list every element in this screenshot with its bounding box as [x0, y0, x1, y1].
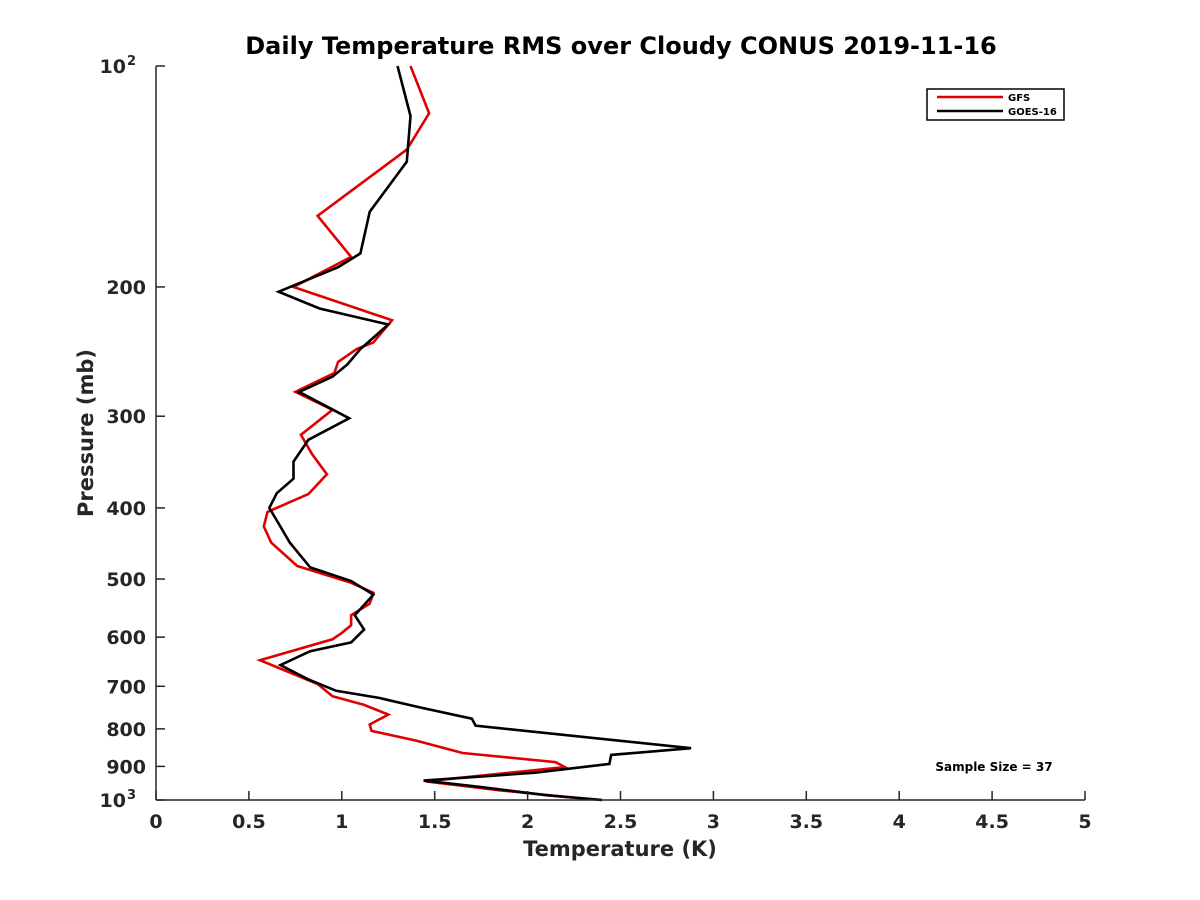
x-tick-label: 4	[893, 811, 906, 833]
x-tick-label: 5	[1078, 811, 1091, 833]
y-tick-label: 300	[106, 406, 146, 428]
x-tick-label: 0.5	[232, 811, 266, 833]
x-tick-label: 2	[521, 811, 534, 833]
y-tick-label: 800	[106, 719, 146, 741]
y-tick-label: 900	[106, 756, 146, 778]
x-axis-ticks: 0 0.5 1 1.5 2 2.5 3 3.5 4 4.5 5	[149, 791, 1092, 833]
legend-box	[926, 88, 1065, 121]
x-tick-label: 0	[149, 811, 162, 833]
y-tick-exponent: 3	[127, 788, 136, 803]
x-tick-label: 3.5	[789, 811, 823, 833]
x-tick-label: 3	[707, 811, 720, 833]
y-tick-label: 400	[106, 498, 146, 520]
y-tick-label: 700	[106, 676, 146, 698]
legend-label: GFS	[1008, 93, 1030, 104]
x-tick-label: 1	[335, 811, 348, 833]
series-line-goes-16	[267, 65, 692, 802]
series-line-gfs	[256, 65, 603, 802]
y-tick-label: 600	[106, 627, 146, 649]
y-tick-label: 500	[106, 569, 146, 591]
series-lines	[256, 65, 692, 802]
y-tick-label: 10	[100, 56, 126, 78]
chart-title: Daily Temperature RMS over Cloudy CONUS …	[245, 32, 997, 60]
x-tick-label: 2.5	[604, 811, 638, 833]
y-tick-exponent: 2	[127, 54, 136, 69]
y-axis-label: Pressure (mb)	[74, 349, 98, 517]
legend: GFS GOES-16	[926, 88, 1065, 121]
sample-size-annotation: Sample Size = 37	[935, 760, 1052, 774]
x-axis-label: Temperature (K)	[523, 837, 717, 861]
y-tick-base: 10	[100, 790, 126, 812]
x-tick-label: 4.5	[975, 811, 1009, 833]
y-tick-base: 10	[100, 56, 126, 78]
x-tick-label: 1.5	[418, 811, 452, 833]
legend-label: GOES-16	[1008, 107, 1057, 118]
y-tick-label: 10	[100, 790, 126, 812]
plot-area: 0 0.5 1 1.5 2 2.5 3 3.5 4 4.5 5 10 2200300400500600…	[100, 54, 1092, 833]
y-tick-label: 200	[106, 277, 146, 299]
